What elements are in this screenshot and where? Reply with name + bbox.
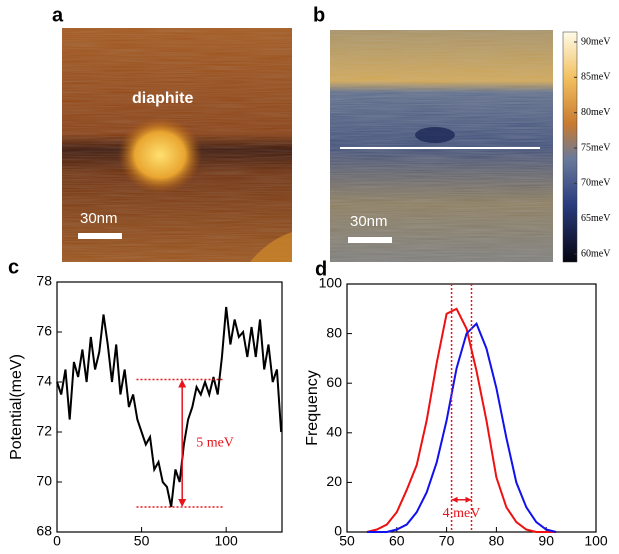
panel-label: a bbox=[52, 4, 64, 26]
line-series bbox=[56, 306, 283, 508]
image-b bbox=[330, 30, 578, 263]
y-tick-label: 72 bbox=[36, 423, 52, 439]
line-series bbox=[366, 307, 557, 533]
colorbar-label: 90meV bbox=[581, 36, 611, 47]
scale-bar-label: 30nm bbox=[80, 210, 118, 227]
colorbar-label: 60meV bbox=[581, 248, 611, 259]
x-tick-label: 90 bbox=[538, 533, 554, 549]
panel-label: c bbox=[8, 256, 19, 278]
y-axis-label: Frequency bbox=[304, 370, 321, 446]
annotation: 4 meV bbox=[443, 506, 481, 521]
y-tick-label: 76 bbox=[36, 323, 52, 339]
x-tick-label: 60 bbox=[389, 533, 405, 549]
y-tick-label: 0 bbox=[334, 523, 342, 539]
y-tick-label: 74 bbox=[36, 373, 52, 389]
scale-bar-label: 30nm bbox=[350, 213, 388, 230]
panel-label: d bbox=[315, 258, 327, 280]
x-tick-label: 100 bbox=[214, 533, 238, 549]
colorbar-label: 65meV bbox=[581, 213, 611, 224]
line-series bbox=[366, 321, 557, 533]
panel-label: b bbox=[313, 4, 325, 26]
plot-frame bbox=[56, 281, 283, 533]
y-tick-label: 60 bbox=[326, 374, 342, 390]
x-tick-label: 80 bbox=[489, 533, 505, 549]
colorbar-label: 80meV bbox=[581, 107, 611, 118]
arrow-head bbox=[451, 496, 472, 503]
colorbar-label: 70meV bbox=[581, 178, 611, 189]
y-tick-label: 20 bbox=[326, 473, 342, 489]
y-tick-label: 40 bbox=[326, 424, 342, 440]
y-tick-label: 80 bbox=[326, 324, 342, 340]
y-tick-label: 100 bbox=[319, 275, 343, 291]
image-a bbox=[62, 28, 292, 262]
colorbar-label: 85meV bbox=[581, 72, 611, 83]
annotation: diaphite bbox=[132, 90, 193, 107]
y-tick-label: 70 bbox=[36, 473, 52, 489]
x-tick-label: 50 bbox=[134, 533, 150, 549]
x-tick-label: 70 bbox=[439, 533, 455, 549]
colorbar-label: 75meV bbox=[581, 142, 611, 153]
x-tick-label: 50 bbox=[339, 533, 355, 549]
annotation: 5 meV bbox=[196, 435, 234, 450]
x-tick-label: 0 bbox=[53, 533, 61, 549]
y-tick-label: 68 bbox=[36, 523, 52, 539]
y-axis-label: Potential(meV) bbox=[8, 354, 25, 460]
y-tick-label: 78 bbox=[36, 273, 52, 289]
x-tick-label: 100 bbox=[584, 533, 608, 549]
